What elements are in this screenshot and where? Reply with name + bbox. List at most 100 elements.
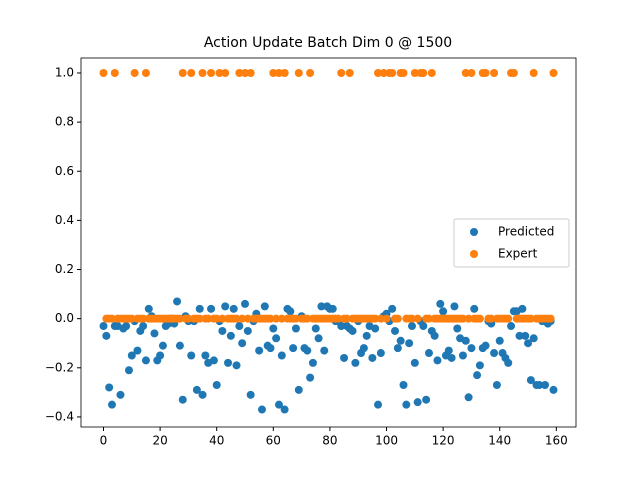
point (467, 68, 476, 77)
point (359, 344, 368, 353)
point (439, 307, 448, 316)
point (246, 68, 255, 77)
point (399, 68, 408, 77)
point (260, 302, 269, 311)
y-tick-label: −0.4 (45, 409, 74, 423)
point (238, 339, 247, 348)
x-tick-label: 160 (545, 434, 568, 448)
point (178, 68, 187, 77)
point (407, 322, 416, 331)
point (277, 314, 286, 323)
x-tick-label: 80 (322, 434, 337, 448)
point (526, 376, 535, 385)
point (280, 405, 289, 414)
point (198, 68, 207, 77)
point (337, 322, 346, 331)
point (342, 314, 351, 323)
point (376, 349, 385, 358)
point (345, 68, 354, 77)
point (215, 68, 224, 77)
point (311, 324, 320, 333)
point (399, 380, 408, 389)
x-tick-label: 120 (432, 434, 455, 448)
point (280, 68, 289, 77)
point (461, 68, 470, 77)
point (158, 341, 167, 350)
point (238, 314, 247, 323)
point (444, 346, 453, 355)
x-tick-label: 140 (488, 434, 511, 448)
point (306, 373, 315, 382)
point (413, 314, 422, 323)
point (272, 334, 281, 343)
point (303, 314, 312, 323)
point (348, 326, 357, 335)
point (529, 334, 538, 343)
point (266, 344, 275, 353)
point (141, 356, 150, 365)
x-tick-label: 100 (375, 434, 398, 448)
point (272, 314, 281, 323)
point (116, 390, 125, 399)
point (458, 351, 467, 360)
point (518, 304, 527, 313)
point (351, 358, 360, 367)
y-tick-label: 0.0 (55, 311, 74, 325)
point (475, 361, 484, 370)
point (419, 322, 428, 331)
y-tick-label: 0.2 (55, 262, 74, 276)
point (337, 68, 346, 77)
chart-title: Action Update Batch Dim 0 @ 1500 (204, 35, 452, 51)
point (289, 344, 298, 353)
point (407, 314, 416, 323)
point (184, 314, 193, 323)
point (464, 314, 473, 323)
legend-box (453, 218, 570, 268)
point (187, 68, 196, 77)
point (549, 385, 558, 394)
point (504, 314, 513, 323)
point (198, 390, 207, 399)
point (402, 400, 411, 409)
point (393, 314, 402, 323)
point (374, 68, 383, 77)
point (127, 314, 136, 323)
legend-marker (470, 250, 478, 258)
legend-label: Expert (498, 247, 538, 261)
point (124, 366, 133, 375)
point (139, 322, 148, 331)
point (144, 304, 153, 313)
point (371, 314, 380, 323)
point (490, 68, 499, 77)
point (524, 339, 533, 348)
point (110, 68, 119, 77)
x-tick-label: 60 (266, 434, 281, 448)
point (266, 314, 275, 323)
point (274, 400, 283, 409)
point (334, 314, 343, 323)
point (105, 383, 114, 392)
point (362, 331, 371, 340)
point (526, 314, 535, 323)
point (232, 314, 241, 323)
y-tick-label: 1.0 (55, 65, 74, 79)
point (371, 324, 380, 333)
point (102, 331, 111, 340)
point (515, 331, 524, 340)
point (226, 331, 235, 340)
point (99, 322, 108, 331)
point (291, 324, 300, 333)
point (150, 329, 159, 338)
point (209, 356, 218, 365)
point (141, 68, 150, 77)
point (235, 322, 244, 331)
point (127, 351, 136, 360)
point (388, 304, 397, 313)
point (130, 68, 139, 77)
point (413, 398, 422, 407)
point (235, 68, 244, 77)
point (204, 314, 213, 323)
point (269, 68, 278, 77)
point (175, 341, 184, 350)
